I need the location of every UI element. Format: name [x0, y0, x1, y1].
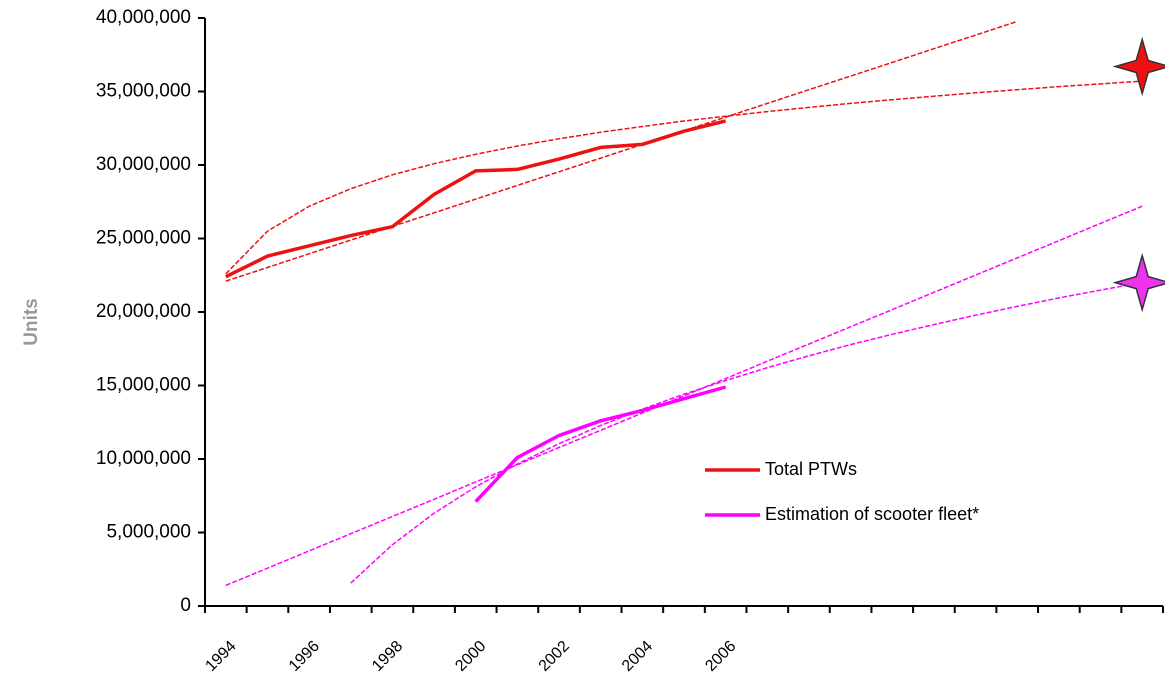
x-tick-label: 2006	[702, 638, 739, 675]
y-tick-label: 25,000,000	[96, 228, 191, 249]
y-tick-label: 5,000,000	[106, 522, 191, 543]
x-tick-label: 1996	[286, 638, 323, 675]
y-tick-label: 20,000,000	[96, 301, 191, 322]
x-tick-label: 2002	[536, 638, 573, 675]
y-tick-label: 30,000,000	[96, 154, 191, 175]
trend-line	[350, 281, 1143, 584]
series-line	[225, 119, 727, 279]
y-tick-label: 40,000,000	[96, 7, 191, 28]
target-star	[1112, 252, 1165, 313]
x-tick-label: 1998	[369, 638, 406, 675]
y-tick-label: 15,000,000	[96, 375, 191, 396]
legend-label: Total PTWs	[765, 459, 857, 479]
y-tick-label: 10,000,000	[96, 448, 191, 469]
x-tick-label: 1994	[202, 638, 239, 675]
x-tick-label: 2000	[452, 638, 489, 675]
y-tick-label: 35,000,000	[96, 81, 191, 102]
target-star	[1112, 36, 1165, 97]
y-tick-label: 0	[180, 595, 191, 616]
x-tick-label: 2004	[619, 638, 656, 675]
trend-line	[225, 80, 1143, 275]
trend-line	[225, 20, 1018, 282]
legend-label: Estimation of scooter fleet*	[765, 504, 979, 524]
trend-line	[225, 205, 1143, 587]
y-axis-title: Units	[21, 298, 42, 346]
series-line	[474, 385, 727, 503]
